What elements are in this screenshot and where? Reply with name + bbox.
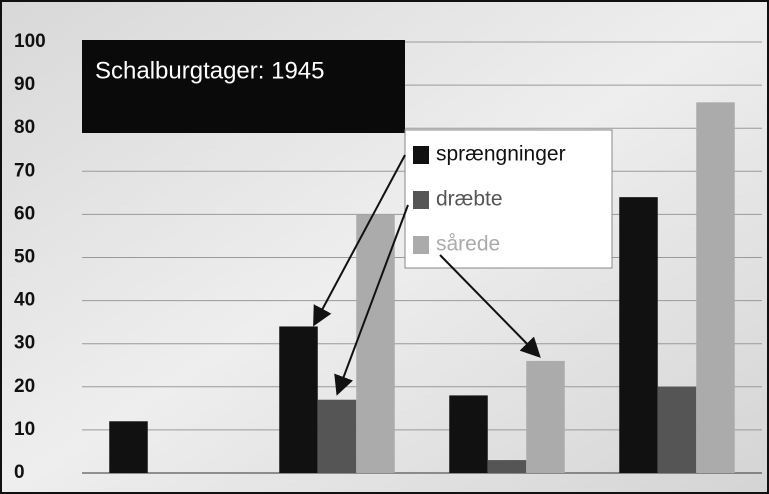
y-tick-label: 80 <box>14 117 35 138</box>
legend-label: sårede <box>436 233 500 256</box>
legend-swatch <box>413 191 429 209</box>
bar <box>526 360 565 473</box>
bar <box>279 326 318 473</box>
bar <box>487 460 527 473</box>
bar <box>109 421 148 473</box>
legend: sprængninger dræbte sårede <box>413 143 566 256</box>
y-tick-label: 10 <box>14 419 35 440</box>
legend-box <box>404 129 613 269</box>
y-tick-label: 70 <box>14 160 35 181</box>
title-box <box>82 40 405 133</box>
bar <box>619 197 658 473</box>
legend-swatch <box>413 236 429 254</box>
y-tick-label: 30 <box>14 333 35 354</box>
arrow <box>313 154 406 327</box>
y-tick-label: 100 <box>14 31 46 52</box>
bar <box>317 399 357 473</box>
y-tick-label: 60 <box>14 203 35 224</box>
y-tick-label: 50 <box>14 247 35 268</box>
chart-title: Schalburgtager: 1945 <box>95 57 325 84</box>
legend-swatch <box>413 146 429 164</box>
bar <box>449 395 488 473</box>
legend-label: dræbte <box>436 188 503 211</box>
y-tick-label: 0 <box>14 462 25 483</box>
y-tick-label: 40 <box>14 290 35 311</box>
legend-label: sprængninger <box>436 143 566 166</box>
bar <box>657 386 697 473</box>
bar <box>696 102 735 473</box>
y-tick-label: 20 <box>14 376 35 397</box>
y-tick-label: 90 <box>14 74 35 95</box>
arrow <box>334 204 409 396</box>
arrow <box>439 254 541 358</box>
